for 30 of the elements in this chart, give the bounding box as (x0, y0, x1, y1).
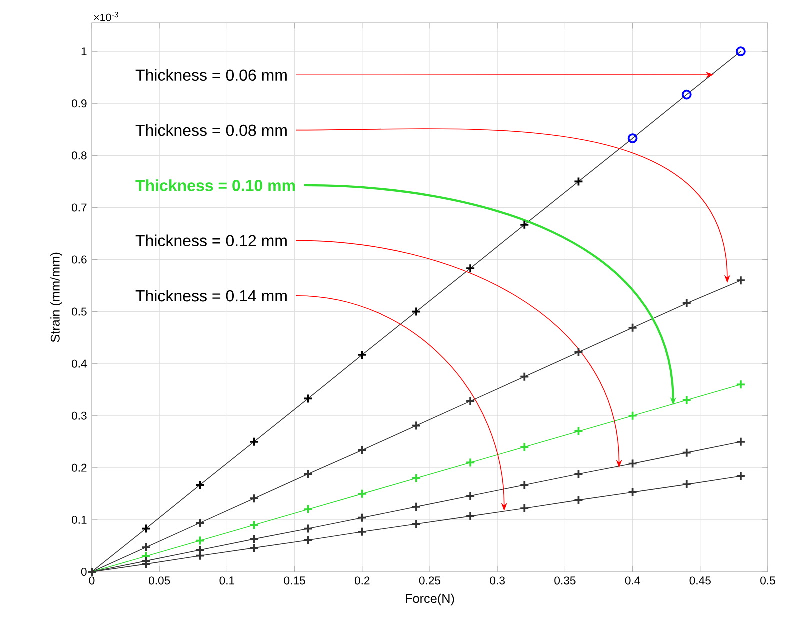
annotation: Thickness = 0.08 mm (136, 124, 287, 136)
y-tick-label: 1 (82, 48, 87, 56)
y-tick-label: 0 (81, 568, 87, 576)
x-tick-label: 0 (89, 576, 95, 585)
y-tick-label: 0.2 (72, 464, 87, 472)
x-tick-label: 0.05 (149, 576, 170, 585)
y-tick-label: 0.4 (72, 360, 87, 368)
annotation: Thickness = 0.10 mm (136, 180, 296, 192)
y-tick-label: 0.7 (72, 204, 87, 212)
x-tick-label: 0.45 (690, 576, 711, 585)
y-tick-label: 0.5 (72, 308, 87, 316)
x-tick-label: 0.5 (760, 576, 776, 585)
x-tick-label: 0.1 (220, 576, 235, 585)
y-axis-title: Strain (mm/mm) (50, 252, 62, 342)
y-tick-label: 0.8 (72, 152, 87, 160)
annotation: Thickness = 0.06 mm (136, 69, 287, 82)
annotation: Thickness = 0.12 mm (136, 234, 287, 247)
x-axis-title: Force(N) (406, 594, 454, 606)
x-tick-label: 0.35 (554, 576, 576, 585)
y-tick-label: 0.9 (72, 100, 87, 108)
x-tick-label: 0.15 (284, 576, 306, 585)
annotation: Thickness = 0.14 mm (136, 290, 287, 302)
x-tick-label: 0.4 (625, 576, 640, 585)
x-tick-label: 0.3 (490, 576, 505, 585)
text: ×10$^{-3}$ (94, 12, 118, 22)
x-tick-label: 0.25 (419, 576, 441, 585)
x-tick-label: 0.2 (354, 576, 370, 585)
y-tick-label: 0.1 (72, 516, 87, 524)
y-tick-label: 0.3 (72, 412, 87, 420)
y-tick-label: 0.6 (72, 256, 87, 264)
